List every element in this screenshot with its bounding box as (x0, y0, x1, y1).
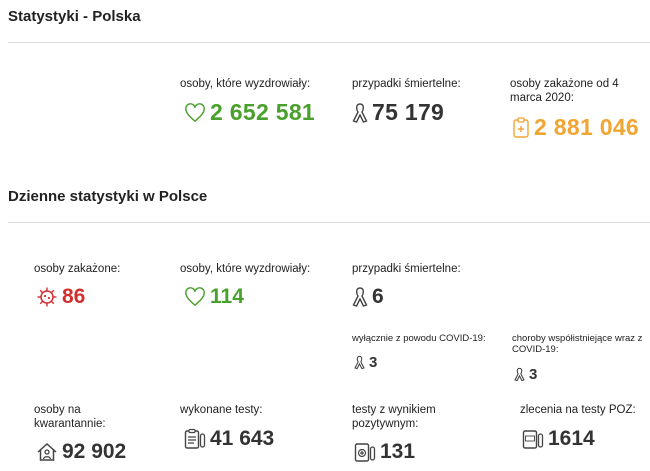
daily-covid-only-label: wyłącznie z powodu COVID-19: (352, 333, 486, 344)
overall-infected-value-row: 2 881 046 (512, 114, 639, 141)
daily-infected-value-row: 86 (36, 285, 85, 309)
overall-deaths-value-row: 75 179 (352, 99, 444, 126)
daily-deaths-value-row: 6 (352, 285, 384, 309)
daily-comorbid-label: choroby współistniejące wraz z COVID-19: (512, 333, 643, 355)
daily-section-title: Dzienne statystyki w Polsce (8, 188, 208, 205)
overall-deaths-label: przypadki śmiertelne: (352, 78, 461, 90)
daily-quarantine-value: 92 902 (62, 440, 127, 463)
heart-icon (184, 287, 206, 307)
daily-quarantine-value-row: 92 902 (36, 440, 126, 464)
daily-comorbid-value-row: 3 (514, 366, 537, 383)
daily-tests-label: wykonane testy: (180, 404, 263, 416)
daily-infected-value: 86 (62, 285, 86, 308)
daily-quarantine-label: osoby na kwarantannie: (34, 404, 106, 430)
overall-infected-value: 2 881 046 (534, 114, 640, 140)
overall-recovered-value: 2 652 581 (210, 99, 316, 125)
poz-test-icon (522, 428, 544, 450)
daily-positive-tests-label: testy z wynikiem pozytywnym: (352, 404, 436, 430)
daily-deaths-value: 6 (372, 285, 384, 308)
clipboard-test-icon (184, 428, 206, 450)
daily-poz-orders-value: 1614 (548, 427, 595, 450)
daily-recovered-value-row: 114 (184, 285, 244, 309)
daily-recovered-value: 114 (210, 285, 244, 308)
overall-recovered-value-row: 2 652 581 (184, 99, 315, 126)
daily-covid-only-value-row: 3 (354, 354, 377, 371)
daily-comorbid-value: 3 (529, 366, 538, 383)
daily-deaths-label: przypadki śmiertelne: (352, 263, 461, 275)
overall-infected-label: osoby zakażone od 4 marca 2020: (510, 78, 619, 104)
overall-deaths-value: 75 179 (372, 99, 445, 125)
house-person-icon (36, 441, 58, 463)
virus-icon (36, 286, 58, 308)
daily-positive-tests-value: 131 (380, 440, 416, 463)
overall-section-title: Statystyki - Polska (8, 8, 141, 25)
daily-covid-only-value: 3 (369, 354, 378, 371)
heart-icon (184, 102, 206, 123)
overall-recovered-label: osoby, które wyzdrowiały: (180, 78, 311, 90)
daily-poz-orders-value-row: 1614 (522, 427, 595, 451)
overall-divider (8, 42, 650, 43)
daily-poz-orders-label: zlecenia na testy POZ: (520, 404, 636, 416)
ribbon-icon (354, 355, 365, 370)
daily-positive-tests-value-row: 131 (354, 440, 415, 464)
daily-tests-value-row: 41 643 (184, 427, 274, 451)
daily-recovered-label: osoby, które wyzdrowiały: (180, 263, 311, 275)
daily-infected-label: osoby zakażone: (34, 263, 121, 275)
daily-divider (8, 222, 650, 223)
ribbon-icon (352, 286, 368, 308)
test-positive-icon (354, 441, 376, 463)
clipboard-plus-icon (512, 116, 530, 139)
ribbon-icon (514, 367, 525, 382)
daily-tests-value: 41 643 (210, 427, 275, 450)
ribbon-icon (352, 102, 368, 124)
